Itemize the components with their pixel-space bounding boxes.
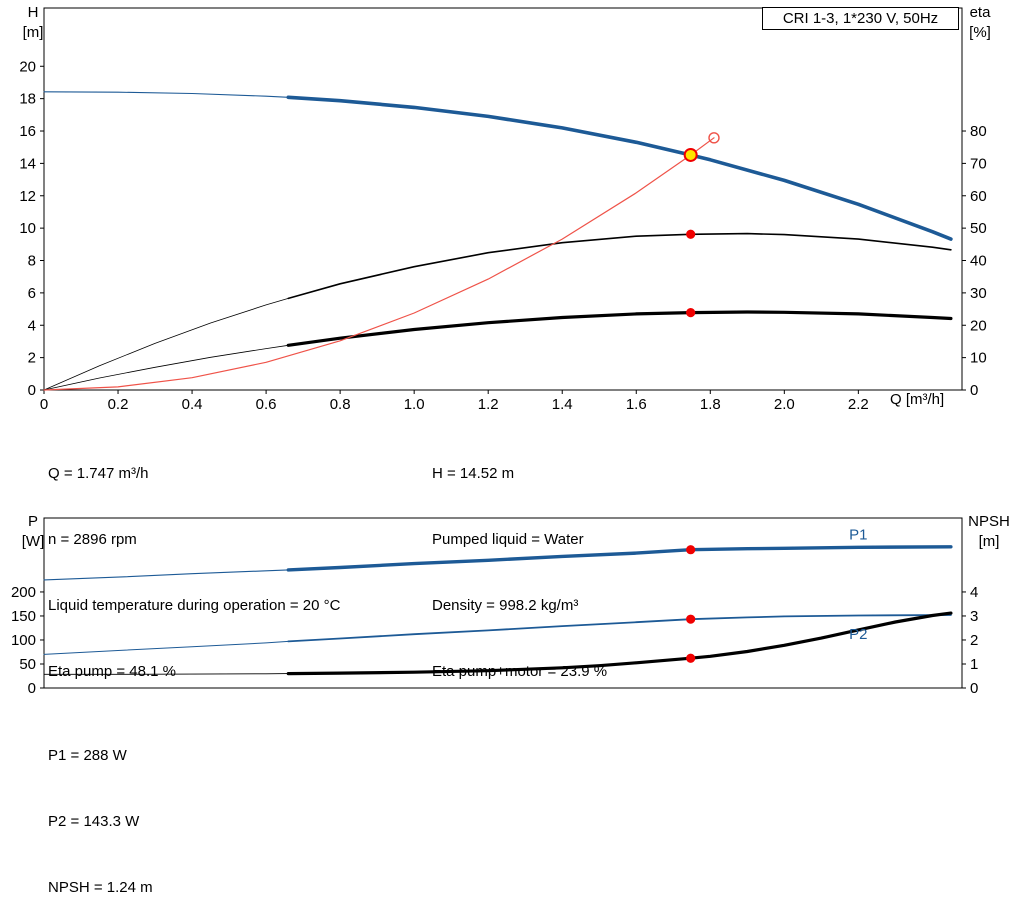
p1-point	[686, 545, 696, 555]
x-tick-label: 1.4	[552, 396, 573, 413]
x-tick-label: 0.8	[330, 396, 351, 413]
left-tick-label: 4	[28, 317, 36, 334]
left-tick-label: 0	[28, 382, 36, 399]
duty-point[interactable]	[683, 147, 698, 162]
left-tick-label: 20	[19, 58, 36, 75]
p1-curve	[43, 569, 289, 581]
x-tick-label: 0.6	[256, 396, 277, 413]
pump-designation-box: CRI 1-3, 1*230 V, 50Hz	[762, 7, 959, 30]
p-axis-symbol: P	[27, 513, 38, 530]
npsh-axis-label: NPSH [m]	[960, 512, 1018, 552]
left-tick-label: 100	[11, 632, 36, 649]
flow-value: Q = 1.747 m³/h	[48, 465, 149, 482]
npsh-value: NPSH = 1.24 m	[48, 879, 153, 896]
npsh-axis-symbol: NPSH	[968, 513, 1010, 530]
left-tick-label: 8	[28, 253, 36, 270]
operating-data-col1: Q = 1.747 m³/h n = 2896 rpm Liquid tempe…	[48, 419, 340, 705]
p-axis-label: P [W]	[12, 512, 54, 552]
p1-value: P1 = 288 W	[48, 747, 127, 764]
p1-curve-label: P1	[849, 526, 867, 543]
hq-eta-chart: 0 0.2 0.4 0.6 0.8 1.0 1.2 1.4 1.6 1.8 2.0 2.2 0 2 4 6 8 1…	[19, 7, 987, 413]
p2-curve-label: P2	[849, 626, 867, 643]
right-tick-label: 70	[970, 155, 987, 172]
x-tick-label: 0.2	[108, 396, 129, 413]
left-tick-label: 18	[19, 91, 36, 108]
eta-pump-motor-curve	[286, 310, 953, 347]
h-axis-symbol: H	[27, 4, 39, 21]
right-tick-label: 40	[970, 253, 987, 270]
eta-axis-unit: [%]	[969, 24, 991, 41]
right-tick-label: 4	[970, 584, 978, 601]
eta-pump-motor-curve	[43, 344, 289, 391]
x-tick-label: 1.2	[478, 396, 499, 413]
power-data: P1 = 288 W P2 = 143.3 W NPSH = 1.24 m	[48, 701, 153, 921]
x-tick-label: 1.6	[626, 396, 647, 413]
h-axis-unit: [m]	[22, 24, 44, 41]
right-tick-label: 10	[970, 350, 987, 367]
p-axis-unit: [W]	[21, 533, 45, 550]
system-curve-end	[708, 132, 720, 144]
right-tick-label: 20	[970, 317, 987, 334]
left-tick-label: 200	[11, 584, 36, 601]
density-value: Density = 998.2 kg/m³	[432, 597, 579, 614]
left-tick-label: 10	[19, 220, 36, 237]
eta-pump-value: Eta pump = 48.1 %	[48, 663, 176, 680]
right-tick-label: 80	[970, 123, 987, 140]
right-tick-label: 30	[970, 285, 987, 302]
system-curve	[43, 137, 715, 391]
eta-axis-label: eta [%]	[958, 3, 1002, 43]
pumped-liquid-value: Pumped liquid = Water	[432, 531, 584, 548]
right-tick-label: 3	[970, 608, 978, 625]
x-tick-label: 1.0	[404, 396, 425, 413]
npsh-axis-unit: [m]	[978, 533, 1000, 550]
liquid-temperature-value: Liquid temperature during operation = 20…	[48, 597, 341, 614]
left-tick-label: 16	[19, 123, 36, 140]
eta-pump-motor-point	[686, 308, 696, 318]
operating-data-col2: H = 14.52 m Pumped liquid = Water Densit…	[432, 419, 607, 705]
p2-point	[686, 614, 696, 624]
speed-value: n = 2896 rpm	[48, 531, 137, 548]
x-tick-label: 2.0	[774, 396, 795, 413]
x-tick-label: 2.2	[848, 396, 869, 413]
plot-border	[43, 7, 963, 391]
right-tick-label: 0	[970, 382, 978, 399]
npsh-curve	[286, 611, 953, 676]
right-tick-label: 50	[970, 220, 987, 237]
right-tick-label: 1	[970, 656, 978, 673]
x-tick-label: 0.4	[182, 396, 203, 413]
eta-pump-motor-value: Eta pump+motor = 23.9 %	[432, 663, 608, 680]
plot-border	[43, 517, 963, 689]
npsh-point	[686, 653, 696, 663]
left-tick-label: 6	[28, 285, 36, 302]
eta-pump-point	[686, 229, 696, 239]
p2-curve	[287, 614, 952, 643]
left-tick-label: 0	[28, 680, 36, 697]
right-tick-label: 60	[970, 188, 987, 205]
x-tick-label: 0	[40, 396, 48, 413]
left-tick-label: 50	[19, 656, 36, 673]
left-tick-label: 150	[11, 608, 36, 625]
left-tick-label: 14	[19, 155, 36, 172]
q-axis-label: Q [m³/h]	[890, 391, 945, 408]
eta-axis-symbol: eta	[969, 4, 991, 21]
left-tick-label: 12	[19, 188, 36, 205]
head-curve	[43, 91, 289, 98]
p1-curve	[286, 545, 953, 572]
eta-pump-curve	[43, 298, 289, 391]
right-tick-label: 0	[970, 680, 978, 697]
eta-pump-curve	[287, 232, 952, 300]
h-axis-label: H [m]	[12, 3, 54, 43]
right-tick-label: 2	[970, 632, 978, 649]
p2-value: P2 = 143.3 W	[48, 813, 140, 830]
power-npsh-chart: 0 50 100 150 200 0 1 2 3 4 P1 P2	[11, 517, 978, 697]
p2-curve	[43, 640, 289, 655]
left-tick-label: 2	[28, 350, 36, 367]
head-curve	[286, 95, 953, 241]
npsh-curve	[43, 673, 289, 675]
x-tick-label: 1.8	[700, 396, 721, 413]
head-value: H = 14.52 m	[432, 465, 515, 482]
